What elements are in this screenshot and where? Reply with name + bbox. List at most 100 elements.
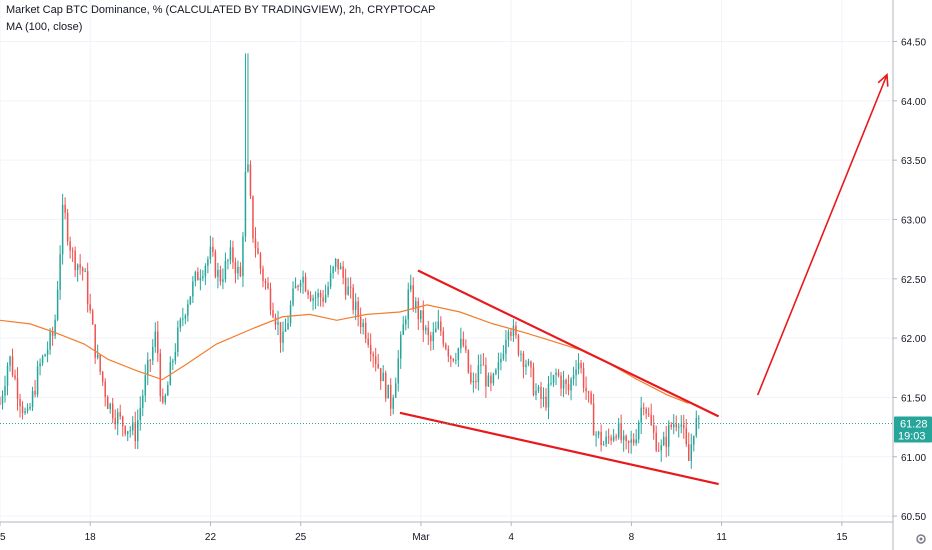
- candle: [9, 355, 11, 372]
- candle-body: [257, 247, 259, 254]
- candle: [194, 270, 197, 287]
- candle-body: [367, 338, 369, 345]
- candle-body: [39, 363, 41, 367]
- candle: [420, 310, 422, 323]
- candle-body: [600, 431, 602, 446]
- candle-body: [462, 338, 465, 346]
- candle: [384, 370, 387, 402]
- candle: [24, 407, 26, 415]
- candle: [389, 378, 392, 416]
- candle: [229, 240, 232, 265]
- candle: [207, 256, 209, 274]
- candle-body: [81, 267, 84, 272]
- candle-body: [617, 423, 620, 438]
- candle: [640, 396, 642, 435]
- candle-body: [650, 414, 652, 425]
- candle: [477, 354, 480, 391]
- candle-body: [142, 395, 144, 408]
- arrow-head: [877, 73, 889, 87]
- candle: [552, 374, 555, 387]
- candle: [652, 415, 655, 440]
- candle: [450, 355, 452, 368]
- candle: [217, 262, 219, 289]
- candle-body: [94, 324, 96, 358]
- x-tick-label: 15: [836, 532, 848, 543]
- candle-body: [417, 301, 420, 320]
- candle: [690, 433, 693, 469]
- candle-body: [615, 436, 617, 438]
- candle: [109, 402, 111, 414]
- candle-body: [545, 396, 547, 408]
- candle-body: [172, 360, 174, 363]
- candle-body: [412, 285, 415, 309]
- candle: [31, 386, 34, 412]
- candle-body: [582, 368, 585, 388]
- candle: [327, 281, 329, 298]
- candle: [61, 193, 64, 265]
- candle: [21, 401, 24, 420]
- price-axis[interactable]: 64.50 64.00 63.50 63.00 62.50 62.00 61.50 61.00…: [892, 0, 926, 550]
- candle-body: [69, 241, 71, 251]
- candle: [575, 360, 577, 387]
- candle: [64, 197, 66, 220]
- gear-icon[interactable]: [914, 532, 928, 546]
- candle: [51, 326, 54, 346]
- candle-body: [485, 365, 487, 387]
- chart-title: Market Cap BTC Dominance, % (CALCULATED …: [6, 4, 436, 16]
- candle: [430, 331, 432, 351]
- candle-body: [6, 365, 9, 387]
- candle: [592, 393, 595, 436]
- candle: [555, 368, 557, 386]
- candle-body: [159, 353, 162, 397]
- candle: [84, 267, 86, 273]
- candle-body: [104, 381, 106, 398]
- candle-body: [480, 364, 482, 366]
- candle: [540, 381, 542, 409]
- x-tick-label: 8: [629, 532, 635, 543]
- candle: [372, 351, 374, 368]
- candle: [595, 431, 597, 447]
- candle: [244, 53, 247, 242]
- candle: [157, 321, 159, 362]
- candle-body: [36, 366, 39, 395]
- candle: [239, 262, 242, 278]
- candle-body: [169, 362, 172, 386]
- candle-body: [587, 391, 590, 393]
- time-axis[interactable]: 15 18 22 25 Mar 4 8 11 15: [0, 521, 893, 543]
- candle: [600, 424, 602, 452]
- candle-body: [660, 445, 662, 451]
- candle-body: [387, 384, 389, 399]
- candle: [352, 284, 354, 315]
- candle-body: [622, 435, 625, 441]
- arrow-line: [756, 74, 888, 396]
- candle: [517, 333, 520, 357]
- candle-body: [630, 439, 632, 443]
- candle-body: [227, 260, 229, 262]
- candle-body: [605, 436, 607, 445]
- candle-body: [487, 375, 490, 387]
- candle: [610, 434, 612, 445]
- candle-body: [407, 289, 410, 320]
- candle-body: [134, 422, 136, 442]
- candle-body: [377, 363, 379, 369]
- candle-body: [369, 344, 372, 355]
- candle: [602, 440, 605, 446]
- candle-body: [467, 350, 470, 373]
- candle-body: [585, 387, 587, 392]
- candle: [637, 420, 640, 444]
- candle-body: [362, 323, 364, 328]
- candle-body: [204, 265, 207, 277]
- candle: [347, 277, 349, 296]
- candle-body: [324, 294, 327, 302]
- candle-body: [49, 332, 51, 350]
- candle-body: [698, 417, 700, 419]
- candle: [39, 358, 41, 376]
- candle: [502, 345, 505, 361]
- indicator-legend[interactable]: MA (100, close): [6, 21, 83, 33]
- candle-body: [332, 266, 334, 274]
- candle: [472, 372, 475, 393]
- candle-body: [267, 282, 269, 289]
- candle: [457, 347, 460, 367]
- candle-body: [187, 304, 189, 316]
